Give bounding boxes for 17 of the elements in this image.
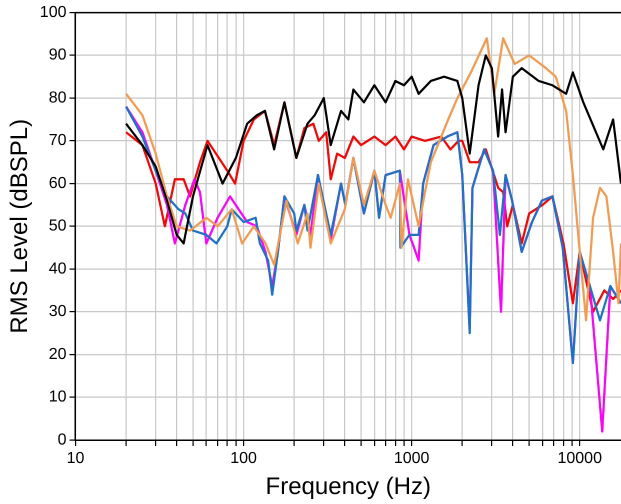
x-axis-title: Frequency (Hz): [266, 473, 431, 500]
x-tick-label: 1000: [394, 450, 430, 468]
y-tick-label: 20: [48, 346, 67, 363]
y-tick-label: 90: [48, 46, 67, 64]
y-tick-label: 50: [48, 218, 67, 235]
y-tick-label: 60: [48, 174, 67, 192]
y-axis-title: RMS Level (dBSPL): [6, 118, 34, 334]
x-tick-label: 10000: [557, 450, 602, 468]
x-tick-label: 10: [66, 450, 84, 468]
x-tick-label: 100: [230, 450, 258, 468]
y-tick-label: 80: [48, 89, 67, 106]
y-tick-label: 0: [58, 431, 67, 448]
y-tick-label: 100: [40, 4, 67, 22]
y-tick-label: 40: [48, 260, 67, 278]
y-tick-label: 70: [48, 132, 67, 150]
y-tick-label: 30: [48, 303, 67, 320]
y-tick-label: 10: [48, 388, 67, 406]
